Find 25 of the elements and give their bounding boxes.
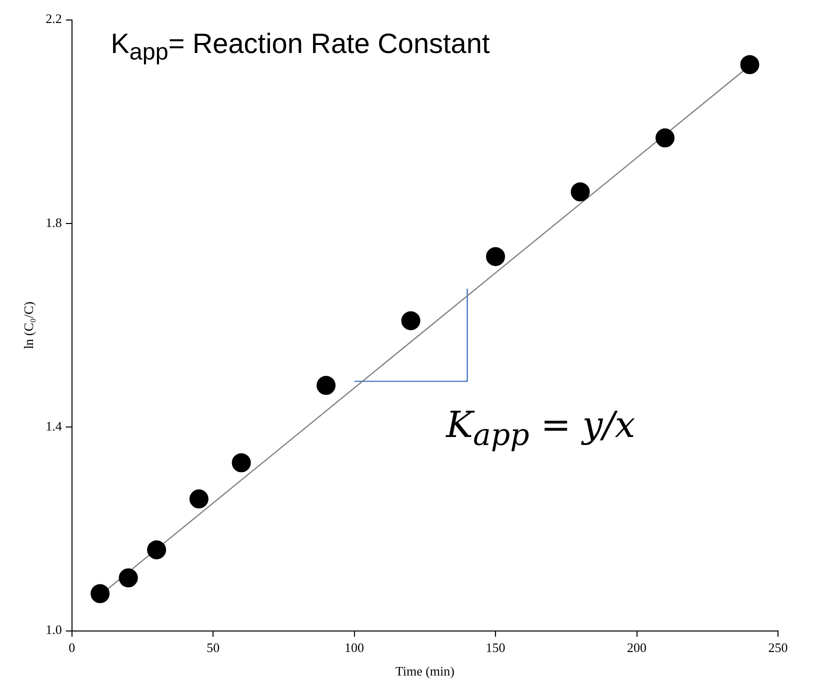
x-axis-title: Time (min) (395, 664, 454, 679)
point (189, 489, 208, 508)
annotation: K$_{app}$ = y/x (446, 404, 636, 453)
point (656, 128, 675, 148)
point (740, 55, 760, 74)
point (118, 568, 138, 588)
y-tick-label: 1.0 (46, 622, 62, 638)
point (90, 584, 110, 604)
x-tick-label: 100 (344, 640, 364, 656)
point (486, 247, 506, 266)
x-tick-label: 150 (486, 640, 506, 656)
x-tick-label: 200 (627, 640, 647, 656)
annotation: K$_{app}$= Reaction Rate Constant (110, 28, 490, 66)
y-axis-title: ln (C₀/C) (21, 302, 36, 350)
point (232, 453, 251, 472)
y-tick-label: 1.8 (46, 214, 62, 230)
point (316, 376, 336, 395)
x-tick-label: 50 (206, 640, 220, 656)
point (570, 182, 590, 202)
y-tick-label: 2.2 (46, 11, 62, 26)
point (401, 311, 420, 330)
x-tick-label: 250 (768, 640, 788, 656)
point (147, 540, 166, 560)
y-tick-label: 1.4 (46, 418, 62, 434)
x-tick-label: 0 (68, 640, 76, 656)
